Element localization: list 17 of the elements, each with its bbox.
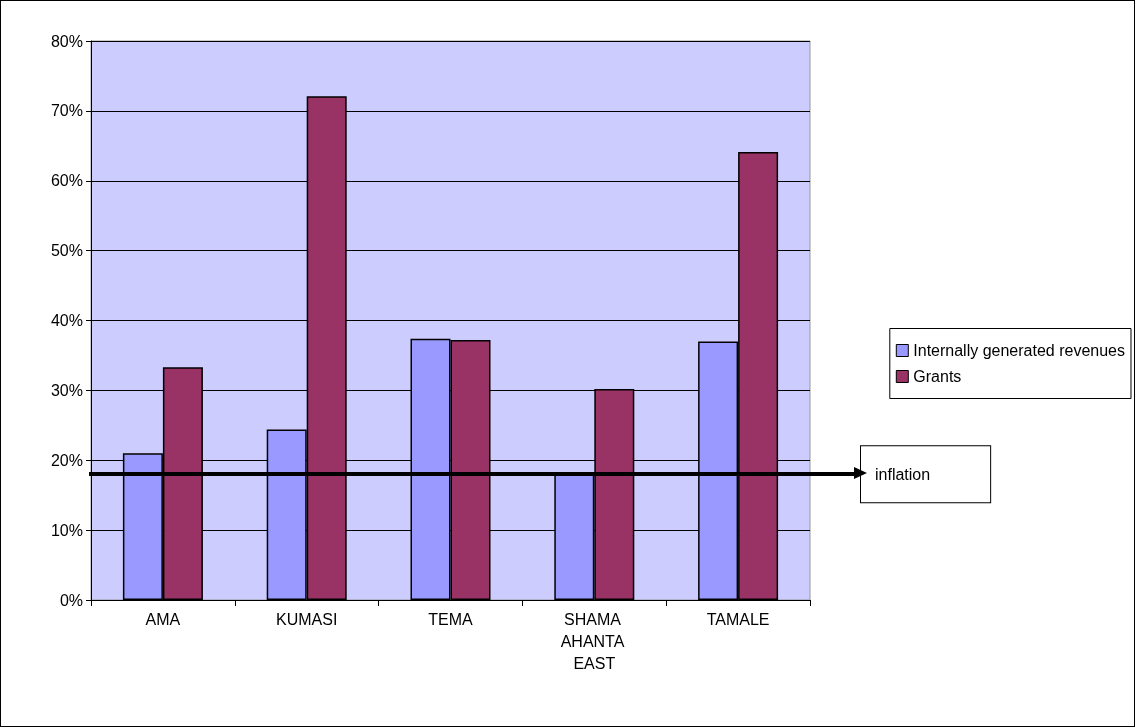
y-tick-label: 80% <box>50 32 83 50</box>
x-tick-label: TAMALE <box>706 610 770 628</box>
x-tick-label: AMA <box>145 610 181 628</box>
x-tick-label: TEMA <box>428 610 474 628</box>
y-tick-label: 70% <box>50 102 83 120</box>
x-tick-label: KUMASI <box>276 610 338 628</box>
y-tick-label: 20% <box>50 451 83 469</box>
y-tick-label: 0% <box>59 591 83 609</box>
y-tick-label: 30% <box>50 381 83 399</box>
y-tick-label: 50% <box>50 242 83 260</box>
ref-line-label: inflation <box>875 465 931 483</box>
x-tick-label: SHAMA AHANTA EAST <box>560 610 628 672</box>
y-tick-label: 40% <box>50 312 83 329</box>
legend-label: Internally generated revenues <box>913 342 1126 359</box>
y-tick-label: 60% <box>50 172 83 190</box>
legend-label: Grants <box>913 368 962 385</box>
y-tick-label: 10% <box>50 521 83 539</box>
